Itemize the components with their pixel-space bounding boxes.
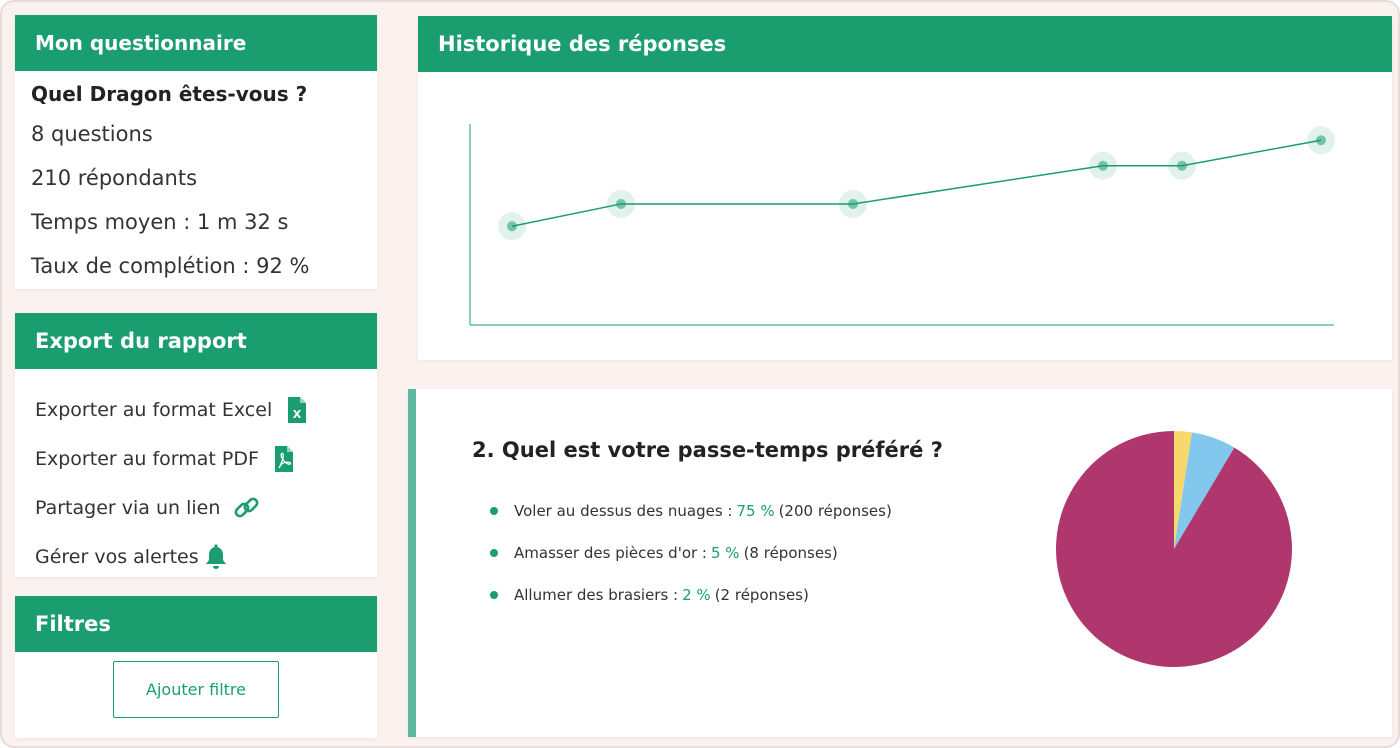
data-point: [1177, 160, 1187, 171]
manage-alerts-label: Gérer vos alertes: [35, 545, 199, 568]
answer-percent: 75 %: [736, 502, 775, 520]
answer-count: (200 réponses): [778, 502, 892, 520]
questionnaire-title: Quel Dragon êtes-vous ?: [31, 82, 308, 106]
bullet-icon: [490, 549, 498, 557]
answer-label: Amasser des pièces d'or :: [514, 544, 707, 562]
question-card: 2. Quel est votre passe-temps préféré ? …: [408, 389, 1392, 737]
svg-text:X: X: [293, 408, 302, 421]
questions-count: 8 questions: [31, 122, 153, 146]
answer-count: (8 réponses): [743, 544, 838, 562]
export-pdf-link[interactable]: Exporter au format PDF: [35, 434, 377, 483]
pie-slice-voler: [1056, 431, 1292, 667]
share-link[interactable]: Partager via un lien: [35, 483, 377, 532]
data-point: [848, 198, 858, 209]
questionnaire-header: Mon questionnaire: [15, 15, 377, 71]
answer-percent: 5 %: [710, 544, 740, 562]
questionnaire-card: Mon questionnaire Quel Dragon êtes-vous …: [15, 15, 377, 289]
export-excel-link[interactable]: Exporter au format Excel X: [35, 385, 377, 434]
add-filter-button[interactable]: Ajouter filtre: [113, 661, 279, 718]
answer-item: Allumer des brasiers : 2 % (2 réponses): [490, 574, 892, 616]
answer-count: (2 réponses): [714, 586, 809, 604]
answer-label: Voler au dessus des nuages :: [514, 502, 733, 520]
export-pdf-label: Exporter au format PDF: [35, 447, 259, 470]
bullet-icon: [490, 507, 498, 515]
series-line: [511, 139, 1322, 227]
answer-item: Voler au dessus des nuages : 75 % (200 r…: [490, 490, 892, 532]
pie-slice-amasser: [1174, 432, 1235, 549]
average-time: Temps moyen : 1 m 32 s: [31, 210, 289, 234]
history-card: Historique des réponses: [418, 16, 1392, 360]
answer-item: Amasser des pièces d'or : 5 % (8 réponse…: [490, 532, 892, 574]
share-link-label: Partager via un lien: [35, 496, 221, 519]
answer-label: Allumer des brasiers :: [514, 586, 679, 604]
answer-percent: 2 %: [682, 586, 711, 604]
link-icon: [234, 497, 259, 517]
bullet-icon: [490, 591, 498, 599]
export-card: Export du rapport Exporter au format Exc…: [15, 313, 377, 577]
history-line-chart: [469, 124, 1335, 326]
data-point: [616, 198, 626, 209]
export-excel-label: Exporter au format Excel: [35, 398, 273, 421]
filters-card: Filtres Ajouter filtre: [15, 596, 377, 738]
bell-icon: [205, 543, 226, 569]
excel-icon: X: [288, 396, 307, 423]
answers-pie-chart: [1056, 431, 1292, 667]
question-title: 2. Quel est votre passe-temps préféré ?: [472, 438, 943, 462]
manage-alerts-link[interactable]: Gérer vos alertes: [35, 532, 377, 581]
data-point: [1098, 160, 1108, 171]
data-point: [1316, 135, 1326, 146]
answer-list: Voler au dessus des nuages : 75 % (200 r…: [490, 490, 892, 616]
export-list: Exporter au format Excel X Exporter au f…: [15, 369, 377, 581]
completion-rate: Taux de complétion : 92 %: [31, 254, 310, 278]
pie-slice-allumer: [1174, 431, 1193, 549]
filters-header: Filtres: [15, 596, 377, 652]
pdf-icon: [274, 445, 293, 472]
questionnaire-body: Quel Dragon êtes-vous ? 8 questions 210 …: [15, 71, 377, 295]
data-point: [507, 221, 517, 232]
export-header: Export du rapport: [15, 313, 377, 369]
history-header: Historique des réponses: [418, 16, 1392, 72]
respondents-count: 210 répondants: [31, 166, 198, 190]
